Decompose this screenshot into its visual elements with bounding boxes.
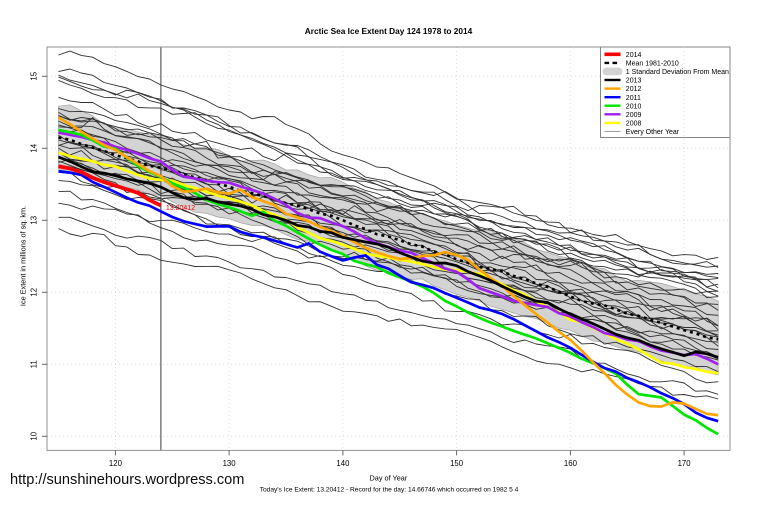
- svg-text:2010: 2010: [626, 103, 642, 110]
- svg-text:160: 160: [564, 459, 578, 468]
- svg-text:Every Other Year: Every Other Year: [626, 129, 680, 136]
- svg-text:Today's Ice Extent: 13.20412: Today's Ice Extent: 13.20412 - Record fo…: [260, 487, 519, 494]
- svg-text:12: 12: [30, 288, 39, 297]
- svg-text:10: 10: [30, 431, 39, 440]
- svg-text:2012: 2012: [626, 86, 642, 93]
- svg-text:2014: 2014: [626, 52, 642, 59]
- svg-text:2013: 2013: [626, 78, 642, 85]
- svg-text:Ice Extent in millions of sq.: Ice Extent in millions of sq. km.: [19, 206, 28, 306]
- svg-text:120: 120: [109, 459, 123, 468]
- svg-text:150: 150: [450, 459, 464, 468]
- svg-text:2009: 2009: [626, 112, 642, 119]
- svg-text:130: 130: [223, 459, 237, 468]
- svg-text:Mean 1981-2010: Mean 1981-2010: [626, 61, 679, 68]
- svg-text:11: 11: [30, 360, 39, 368]
- svg-text:2011: 2011: [626, 95, 641, 102]
- svg-text:2008: 2008: [626, 121, 642, 128]
- svg-text:170: 170: [678, 459, 692, 468]
- svg-text:15: 15: [30, 71, 39, 80]
- svg-text:Arctic Sea Ice Extent Day 124: Arctic Sea Ice Extent Day 124 1978 to 20…: [305, 26, 473, 36]
- svg-text:http://sunshinehours.wordpress: http://sunshinehours.wordpress.com: [10, 472, 244, 488]
- svg-text:13.20412: 13.20412: [166, 205, 195, 212]
- svg-text:Day of Year: Day of Year: [370, 474, 408, 483]
- svg-text:140: 140: [336, 459, 350, 468]
- svg-text:14: 14: [30, 143, 39, 152]
- svg-text:1 Standard Deviation From Mean: 1 Standard Deviation From Mean: [626, 69, 729, 76]
- svg-text:13: 13: [30, 216, 39, 225]
